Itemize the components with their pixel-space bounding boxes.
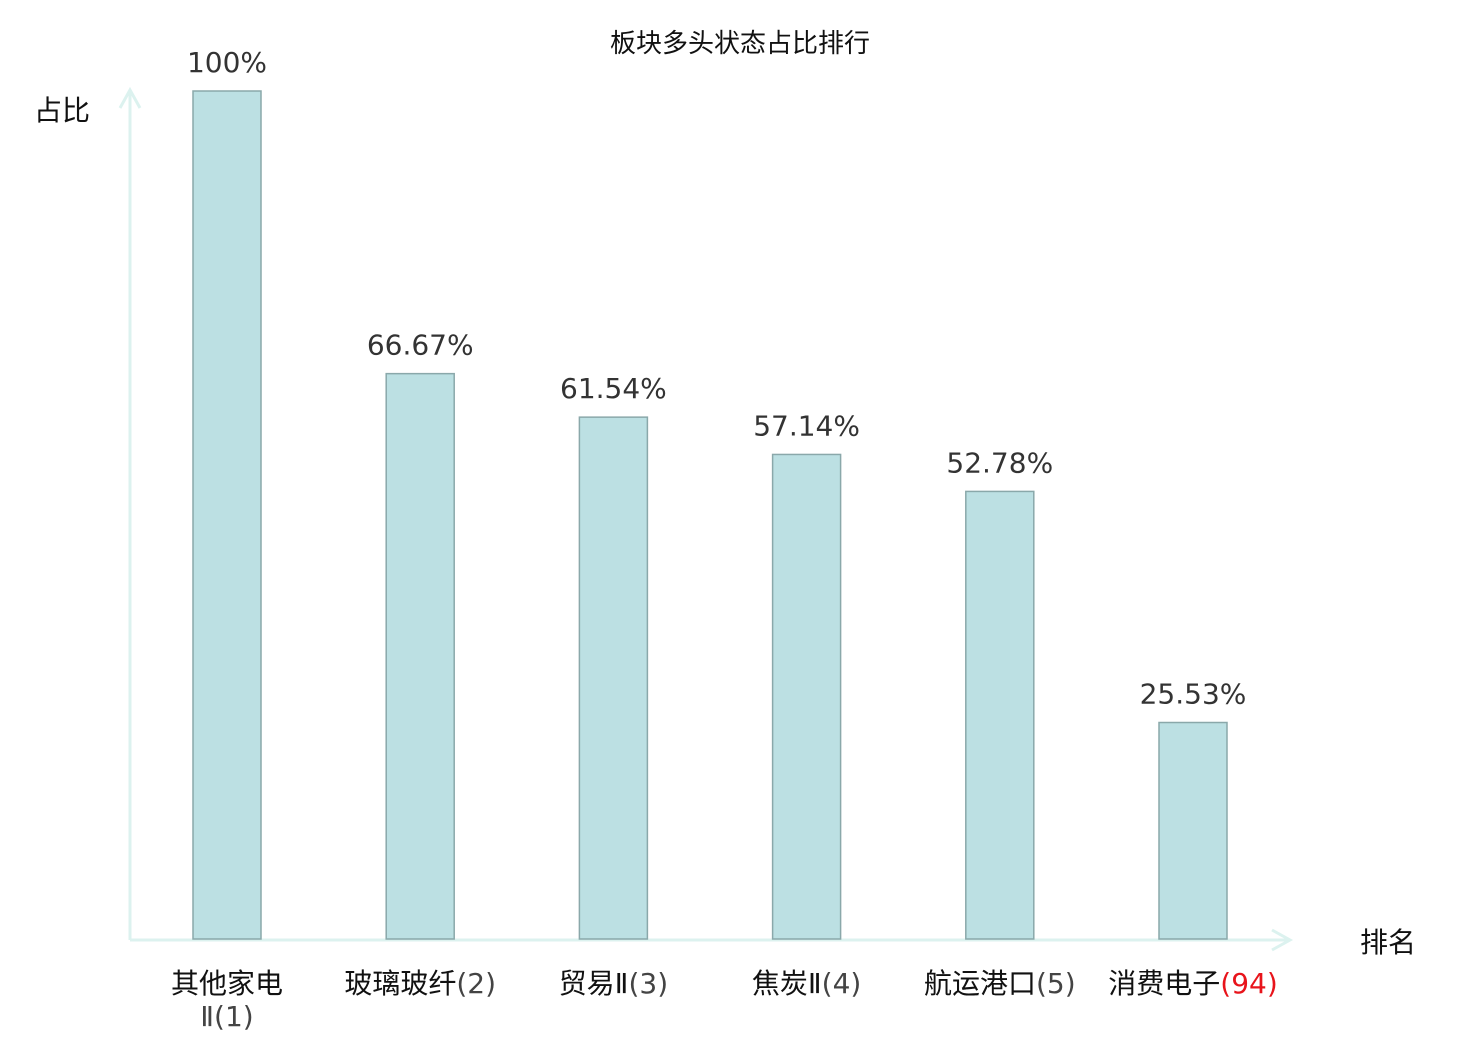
category-name: 玻璃玻纤 [344, 967, 456, 1000]
bar [1158, 721, 1228, 940]
x-tick-label: 焦炭Ⅱ(4) [752, 967, 861, 1000]
data-label: 25.53% [1140, 678, 1247, 711]
x-tick-label: 航运港口(5) [924, 967, 1076, 1000]
bar [965, 490, 1035, 940]
bar [771, 453, 842, 940]
data-label: 52.78% [946, 446, 1053, 479]
bar [578, 416, 649, 940]
category-rank: (94) [1220, 967, 1277, 1000]
data-label: 66.67% [367, 329, 474, 362]
category-name: 其他家电 [171, 967, 283, 1000]
bar [192, 90, 262, 940]
category-rank: (3) [628, 967, 668, 1000]
x-tick-label: 贸易Ⅱ(3) [559, 967, 668, 1000]
x-axis [130, 928, 1294, 952]
category-name: 航运港口 [924, 967, 1036, 1000]
y-axis-label: 占比 [34, 94, 90, 127]
category-rank: (5) [1036, 967, 1076, 1000]
data-label: 57.14% [753, 409, 860, 442]
x-tick-label: 玻璃玻纤(2) [344, 967, 496, 1000]
x-tick-label: 其他家电 Ⅱ(1) [171, 967, 283, 1033]
data-label: 100% [187, 46, 267, 79]
category-name: 贸易Ⅱ [559, 967, 629, 1000]
chart-title: 板块多头状态占比排行 [610, 29, 870, 59]
bar [385, 372, 455, 940]
data-label: 61.54% [560, 372, 667, 405]
category-rank: (2) [456, 967, 496, 1000]
x-tick-label: 消费电子(94) [1108, 967, 1278, 1000]
category-rank: (4) [822, 967, 862, 1000]
category-rank: Ⅱ(1) [200, 1000, 253, 1033]
category-name: 消费电子 [1108, 967, 1220, 1000]
y-axis [118, 86, 142, 940]
category-name: 焦炭Ⅱ [752, 967, 822, 1000]
x-axis-label: 排名 [1360, 926, 1416, 959]
